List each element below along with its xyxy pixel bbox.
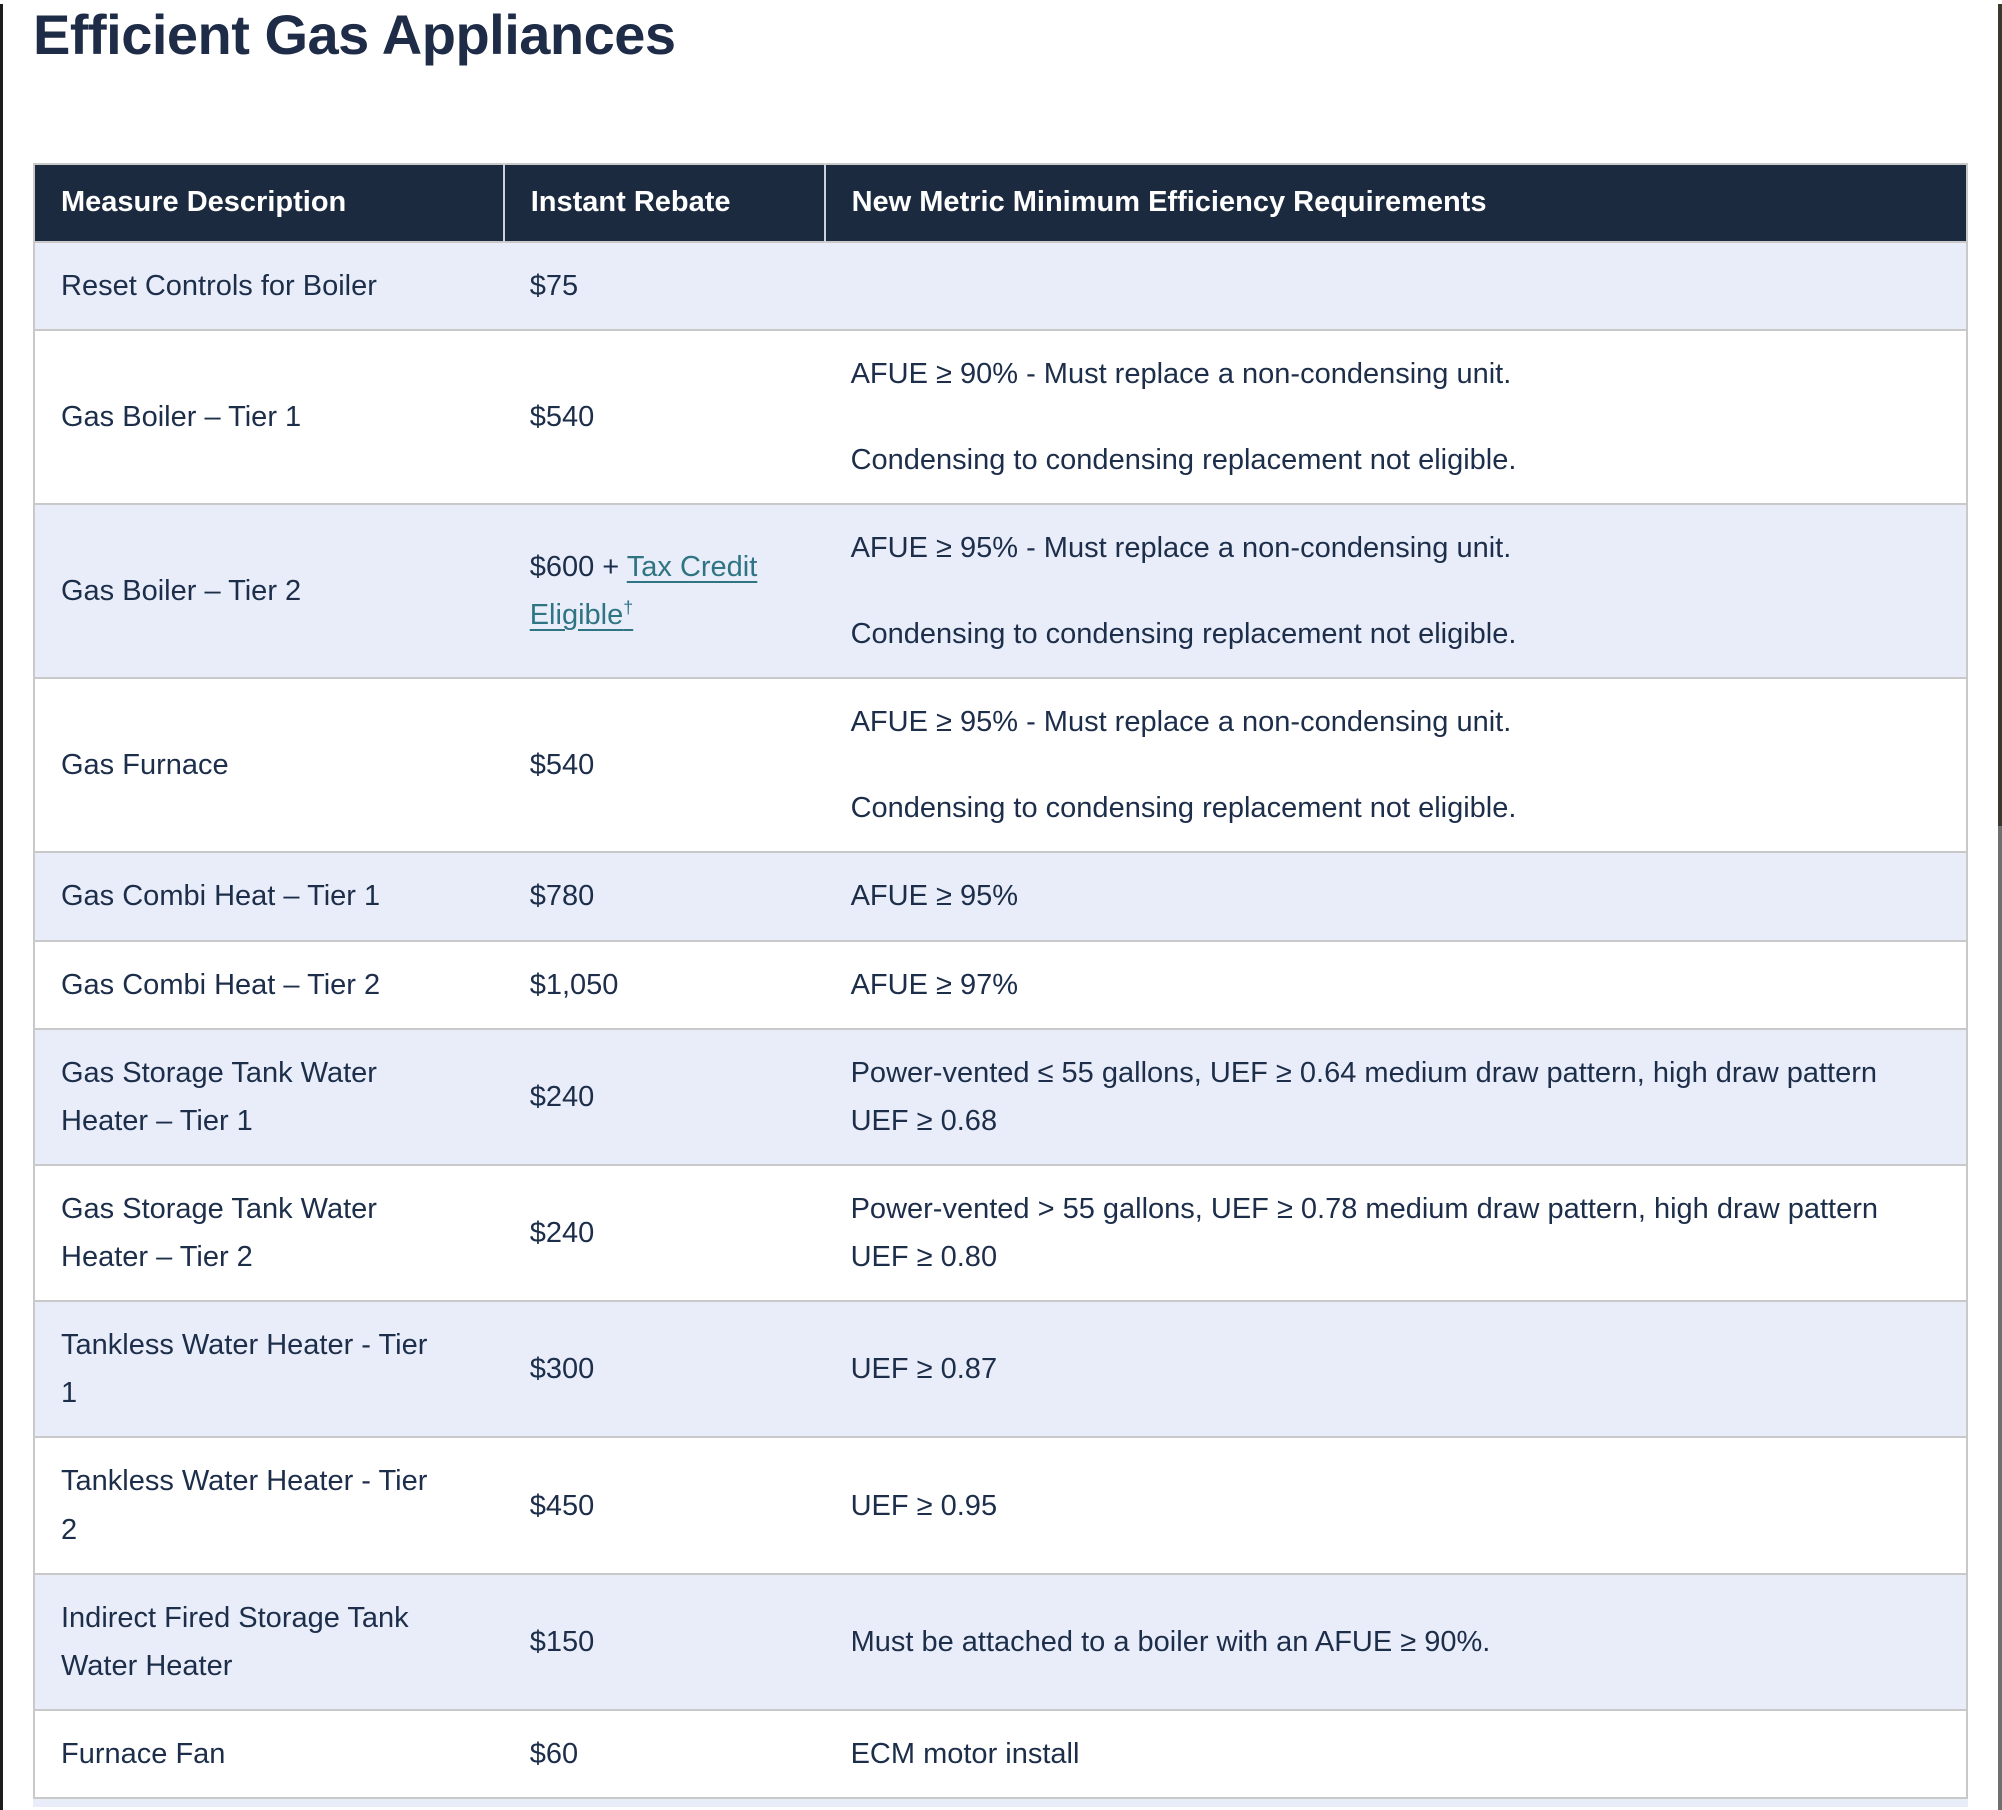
table-row: Tankless Water Heater - Tier 1 $300 UEF ≥ …	[34, 1301, 1967, 1438]
measure-cell: Reset Controls for Boiler	[61, 269, 377, 302]
rebate-cell: $540	[529, 749, 595, 782]
table-row: Gas Storage Tank Water Heater – Tier 1 $2…	[34, 1028, 1967, 1165]
requirements-cell: AFUE ≥ 97%	[825, 941, 1967, 1029]
measure-cell: Gas Furnace	[61, 749, 229, 782]
requirements-cell	[825, 242, 1967, 330]
rebate-cell: $240	[529, 1217, 595, 1250]
measure-cell: Tankless Water Heater - Tier 2	[61, 1465, 428, 1546]
measure-cell: Furnace Fan	[61, 1737, 226, 1770]
table-row: Gas Furnace $540 AFUE ≥ 95% - Must replace…	[34, 678, 1967, 852]
requirements-cell: UEF ≥ 0.87	[825, 1301, 1967, 1437]
rebate-cell: $600 + Tax Credit Eligible†	[529, 550, 758, 632]
window-left-edge	[0, 4, 3, 1810]
requirements-cell: AFUE ≥ 95%	[825, 852, 1967, 940]
table-body: Reset Controls for Boiler $75 Gas Boiler –…	[34, 241, 1967, 1799]
requirements-cell: AFUE ≥ 95% - Must replace a non-condensi…	[825, 678, 1967, 852]
page-content: Efficient Gas Appliances Measure Descrip…	[33, 3, 1968, 1808]
table-row: Gas Combi Heat – Tier 1 $780 AFUE ≥ 95%	[34, 852, 1967, 941]
scrollbar-track[interactable]	[1998, 4, 2002, 1810]
rebate-cell: $780	[529, 880, 595, 913]
requirements-cell: Power-vented > 55 gallons, UEF ≥ 0.78 me…	[825, 1165, 1967, 1301]
next-row-sliver	[33, 1799, 1968, 1808]
rebate-cell: $540	[529, 400, 595, 433]
requirement-text: AFUE ≥ 97%	[850, 968, 1019, 1001]
page-title: Efficient Gas Appliances	[33, 3, 676, 66]
column-header-efficiency-requirements: New Metric Minimum Efficiency Requiremen…	[823, 163, 1967, 242]
header-row: Measure Description Instant Rebate New M…	[34, 163, 1967, 242]
requirements-cell: AFUE ≥ 90% - Must replace a non-condensi…	[825, 330, 1967, 504]
requirements-cell: ECM motor install	[825, 1710, 1967, 1798]
table-row: Reset Controls for Boiler $75	[34, 241, 1967, 330]
requirement-text: Must be attached to a boiler with an AFU…	[850, 1625, 1491, 1658]
requirement-text: AFUE ≥ 95% - Must replace a non-condensi…	[850, 531, 1512, 564]
rebate-cell: $60	[529, 1737, 579, 1770]
rebate-cell: $150	[529, 1625, 595, 1658]
requirement-text: Condensing to condensing replacement not…	[850, 618, 1517, 651]
rebate-cell: $75	[529, 269, 579, 302]
measure-cell: Gas Combi Heat – Tier 1	[61, 880, 381, 913]
column-header-instant-rebate: Instant Rebate	[502, 163, 825, 242]
requirement-text: UEF ≥ 0.95	[850, 1489, 998, 1522]
rebate-cell: $1,050	[529, 968, 619, 1001]
requirement-text: ECM motor install	[850, 1737, 1080, 1770]
requirement-text: Power-vented > 55 gallons, UEF ≥ 0.78 me…	[850, 1192, 1879, 1274]
measure-cell: Gas Boiler – Tier 1	[61, 400, 302, 433]
table-row: Gas Combi Heat – Tier 2 $1,050 AFUE ≥ 97%	[34, 940, 1967, 1029]
column-header-measure-description: Measure Description	[34, 163, 504, 242]
scrollbar-thumb[interactable]	[1998, 4, 2002, 826]
requirement-text: UEF ≥ 0.87	[850, 1353, 998, 1386]
tax-credit-link[interactable]: Tax Credit Eligible†	[529, 550, 758, 632]
rebate-table: Measure Description Instant Rebate New M…	[33, 162, 1968, 1800]
table-row: Indirect Fired Storage Tank Water Heater…	[34, 1573, 1967, 1710]
requirement-text: AFUE ≥ 95%	[850, 880, 1019, 913]
requirement-text: Condensing to condensing replacement not…	[850, 443, 1517, 476]
rebate-cell: $450	[529, 1489, 595, 1522]
table-row: Gas Storage Tank Water Heater – Tier 2 $2…	[34, 1164, 1967, 1301]
requirement-text: AFUE ≥ 90% - Must replace a non-condensi…	[850, 357, 1512, 390]
measure-cell: Tankless Water Heater - Tier 1	[61, 1329, 428, 1410]
rebate-cell: $240	[529, 1080, 595, 1113]
requirement-text: Power-vented ≤ 55 gallons, UEF ≥ 0.64 me…	[850, 1056, 1878, 1137]
table-row: Gas Boiler – Tier 1 $540 AFUE ≥ 90% - Must…	[34, 329, 1967, 504]
requirement-text: Condensing to condensing replacement not…	[850, 792, 1517, 825]
measure-cell: Gas Boiler – Tier 2	[61, 575, 302, 608]
measure-cell: Gas Storage Tank Water Heater – Tier 2	[61, 1192, 377, 1274]
requirements-cell: AFUE ≥ 95% - Must replace a non-condensi…	[825, 504, 1967, 678]
requirements-cell: Power-vented ≤ 55 gallons, UEF ≥ 0.64 me…	[825, 1029, 1967, 1165]
dagger-footnote-marker: †	[623, 597, 634, 618]
requirement-text: AFUE ≥ 95% - Must replace a non-condensi…	[850, 706, 1512, 739]
measure-cell: Indirect Fired Storage Tank Water Heater	[61, 1601, 409, 1682]
table-row: Tankless Water Heater - Tier 2 $450 UEF ≥ …	[34, 1437, 1967, 1573]
rebate-cell: $300	[529, 1353, 595, 1386]
table-header: Measure Description Instant Rebate New M…	[34, 163, 1967, 242]
measure-cell: Gas Combi Heat – Tier 2	[61, 968, 381, 1001]
measure-cell: Gas Storage Tank Water Heater – Tier 1	[61, 1056, 377, 1137]
requirements-cell: Must be attached to a boiler with an AFU…	[825, 1574, 1967, 1710]
requirements-cell: UEF ≥ 0.95	[825, 1437, 1967, 1573]
table-row: Furnace Fan $60 ECM motor install	[34, 1709, 1967, 1798]
table-row: Gas Boiler – Tier 2 $600 + Tax Credit Eli…	[34, 503, 1967, 679]
